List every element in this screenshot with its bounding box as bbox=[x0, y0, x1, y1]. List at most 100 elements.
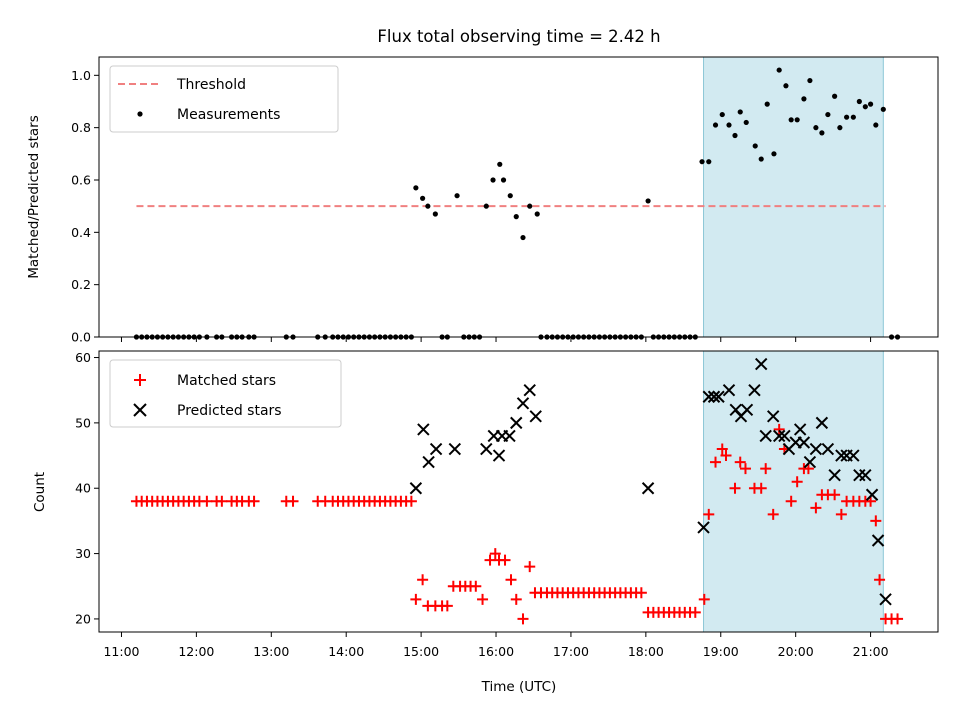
bottom-legend: Matched stars Predicted stars bbox=[109, 359, 342, 428]
measurement-point bbox=[788, 117, 794, 123]
matched-star-marker bbox=[760, 463, 772, 475]
bottom-x-tick-label: 21:00 bbox=[853, 644, 889, 659]
measurement-point bbox=[867, 101, 874, 107]
top-y-axis-label: Matched/Predicted stars bbox=[26, 115, 42, 278]
bottom-x-tick-label: 17:00 bbox=[553, 644, 589, 659]
predicted-star-marker bbox=[492, 449, 506, 462]
predicted-star-marker bbox=[879, 593, 892, 606]
measurement-point bbox=[706, 159, 712, 165]
measurement-point bbox=[771, 151, 777, 157]
legend-measurements-label: Measurements bbox=[177, 107, 280, 123]
predicted-star-marker bbox=[516, 397, 530, 410]
measurement-point bbox=[752, 143, 758, 149]
bottom-y-tick-label: 60 bbox=[75, 350, 91, 365]
measurement-point bbox=[783, 83, 789, 89]
matched-star-marker bbox=[773, 423, 785, 435]
matched-star-marker bbox=[287, 495, 299, 507]
measurement-point bbox=[500, 177, 507, 183]
predicted-star-marker bbox=[803, 455, 817, 469]
top-y-axis: 0.0 0.2 0.4 0.6 0.8 1.0 bbox=[71, 68, 99, 345]
matched-star-marker bbox=[470, 580, 482, 592]
top-y-tick-label: 0.2 bbox=[71, 277, 91, 292]
predicted-star-marker bbox=[828, 468, 841, 482]
top-x-ticks bbox=[120, 337, 872, 342]
measurement-point bbox=[732, 132, 738, 139]
matched-star-marker bbox=[870, 515, 882, 527]
matched-star-marker bbox=[477, 593, 489, 605]
top-legend-box bbox=[109, 65, 339, 133]
measurement-point bbox=[776, 67, 782, 73]
measurement-point bbox=[712, 122, 719, 128]
measurement-point bbox=[807, 77, 813, 84]
bottom-y-tick-label: 50 bbox=[75, 415, 91, 430]
measurement-point bbox=[856, 98, 862, 105]
bottom-y-tick-label: 30 bbox=[75, 546, 91, 561]
predicted-star-marker bbox=[871, 534, 885, 547]
predicted-star-marker bbox=[759, 429, 772, 443]
matched-star-marker bbox=[720, 450, 732, 462]
predicted-star-marker bbox=[859, 468, 872, 482]
top-observing-window bbox=[703, 56, 884, 338]
matched-star-marker bbox=[441, 600, 453, 612]
bottom-x-tick-label: 18:00 bbox=[628, 644, 664, 659]
predicted-star-marker bbox=[697, 521, 710, 534]
measurement-point bbox=[497, 161, 503, 167]
predicted-star-marker bbox=[778, 429, 791, 443]
measurement-point bbox=[507, 193, 513, 199]
top-y-tick-label: 1.0 bbox=[71, 68, 91, 83]
bottom-y-tick-label: 20 bbox=[75, 611, 91, 626]
matched-stars-points bbox=[130, 423, 904, 625]
chart-title: Flux total observing time = 2.42 h bbox=[377, 27, 660, 46]
matched-star-marker bbox=[248, 495, 260, 507]
matched-star-marker bbox=[405, 495, 417, 507]
predicted-star-marker bbox=[766, 410, 780, 423]
matched-star-marker bbox=[716, 443, 728, 455]
measurement-point bbox=[850, 114, 856, 120]
predicted-star-marker bbox=[409, 482, 423, 495]
predicted-star-marker bbox=[755, 357, 768, 371]
matched-star-marker bbox=[505, 574, 517, 586]
measurement-point bbox=[534, 211, 540, 217]
measurement-point bbox=[880, 106, 886, 112]
predicted-star-marker bbox=[772, 429, 786, 443]
predicted-star-marker bbox=[422, 455, 435, 469]
predicted-star-marker bbox=[641, 482, 655, 495]
matched-star-marker bbox=[710, 456, 722, 468]
matched-star-marker bbox=[489, 548, 501, 560]
matched-star-marker bbox=[499, 554, 511, 566]
measurement-point bbox=[420, 195, 426, 201]
predicted-star-marker bbox=[712, 390, 725, 403]
top-panel: 0.0 0.2 0.4 0.6 0.8 1.0 Matched/Predicted sta… bbox=[26, 56, 939, 345]
x-axis-label: Time (UTC) bbox=[481, 679, 557, 695]
predicted-star-marker bbox=[748, 384, 761, 397]
measurement-point bbox=[819, 130, 825, 136]
bottom-y-tick-label: 40 bbox=[75, 481, 91, 496]
legend-matched-swatch bbox=[134, 374, 146, 386]
measurement-point bbox=[844, 114, 850, 120]
legend-threshold-label: Threshold bbox=[176, 77, 246, 93]
measurement-point bbox=[425, 203, 431, 209]
matched-star-marker bbox=[517, 613, 529, 625]
predicted-star-marker bbox=[429, 442, 443, 456]
matched-star-marker bbox=[703, 508, 715, 520]
bottom-x-tick-label: 15:00 bbox=[403, 644, 439, 659]
top-y-tick-label: 0.4 bbox=[71, 225, 91, 240]
matched-star-marker bbox=[729, 482, 741, 494]
predicted-star-marker bbox=[722, 384, 736, 397]
measurement-point bbox=[527, 203, 533, 209]
measurement-point bbox=[832, 93, 838, 99]
matched-star-marker bbox=[524, 561, 536, 573]
measurement-point bbox=[520, 234, 526, 241]
bottom-x-tick-label: 12:00 bbox=[178, 644, 214, 659]
measurement-point bbox=[837, 125, 843, 131]
predicted-star-marker bbox=[510, 416, 523, 430]
top-y-tick-label: 0.0 bbox=[71, 330, 91, 345]
predicted-stars-points bbox=[409, 357, 892, 606]
top-legend: Threshold Measurements bbox=[109, 65, 339, 133]
matched-star-marker bbox=[835, 508, 847, 520]
measurement-point bbox=[873, 122, 879, 128]
predicted-star-marker bbox=[503, 429, 516, 443]
bottom-x-tick-label: 13:00 bbox=[253, 644, 289, 659]
